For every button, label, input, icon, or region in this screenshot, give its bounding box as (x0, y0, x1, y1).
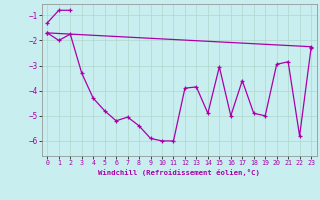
X-axis label: Windchill (Refroidissement éolien,°C): Windchill (Refroidissement éolien,°C) (98, 169, 260, 176)
